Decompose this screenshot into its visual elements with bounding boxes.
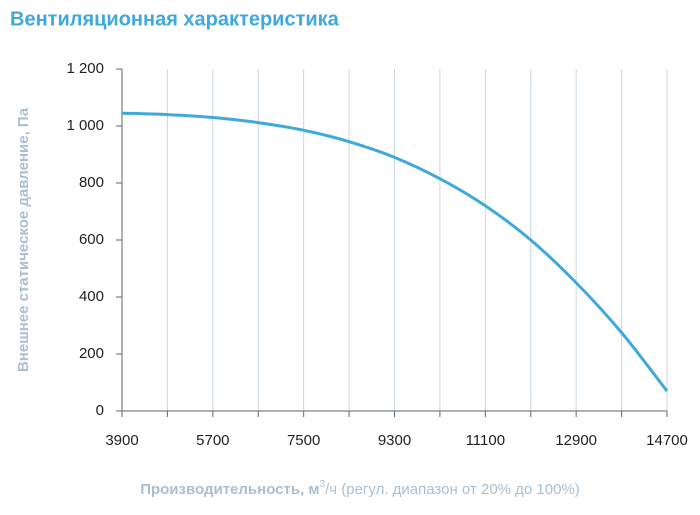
- y-tick-label: 200: [79, 345, 104, 362]
- y-tick-label: 400: [79, 288, 104, 305]
- x-label-rest: /ч (регул. диапазон от 20% до 100%): [325, 481, 580, 498]
- x-tick-label: 3900: [105, 432, 138, 449]
- y-tick-label: 1 200: [66, 60, 104, 77]
- x-tick-label: 7500: [287, 432, 320, 449]
- x-tick-label: 9300: [378, 432, 411, 449]
- y-tick-label: 0: [96, 402, 104, 419]
- y-tick-label: 800: [79, 174, 104, 191]
- line: [121, 111, 669, 392]
- x-tick-label: 11100: [466, 432, 506, 449]
- x-label-unit: м: [308, 481, 319, 498]
- x-axis-label: Производительность, м3/ч (регул. диапазо…: [140, 479, 580, 498]
- chart-title: Вентиляционная характеристика: [10, 8, 340, 30]
- x-label-main: Производительность,: [140, 481, 304, 498]
- x-tick-label: 14700: [646, 432, 688, 449]
- x-tick-label: 5700: [196, 432, 229, 449]
- x-tick-label: 12900: [555, 432, 597, 449]
- y-axis-label: Внешнее статическое давление, Па: [15, 107, 32, 372]
- x-label-sup: 3: [320, 479, 326, 490]
- y-tick-label: 600: [79, 231, 104, 248]
- y-tick-label: 1 000: [66, 117, 104, 134]
